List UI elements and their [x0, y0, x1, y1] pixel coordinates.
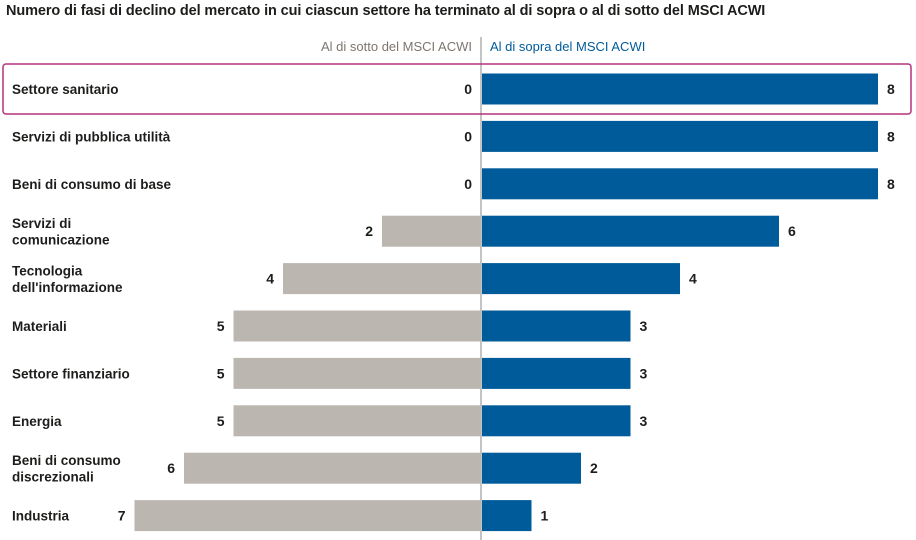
category-label: Servizi di pubblica utilità: [12, 129, 171, 144]
category-label-line2: comunicazione: [12, 232, 110, 247]
value-label-below: 0: [464, 128, 472, 144]
category-label: Beni di consumo: [12, 453, 121, 468]
category-label-line2: discrezionali: [12, 469, 94, 484]
value-label-above: 1: [541, 508, 549, 524]
chart-title: Numero di fasi di declino del mercato in…: [6, 3, 766, 19]
category-label-line2: dell'informazione: [12, 280, 123, 295]
value-label-above: 8: [887, 176, 895, 192]
bar-below: [283, 263, 481, 295]
category-label: Energia: [12, 414, 62, 429]
value-label-above: 6: [788, 223, 796, 239]
bar-below: [233, 357, 481, 389]
highlight-box: [2, 63, 912, 115]
bar-above: [482, 263, 680, 295]
category-label: Tecnologia: [12, 263, 83, 278]
category-label: Servizi di: [12, 216, 71, 231]
value-label-below: 6: [167, 460, 175, 476]
bar-above: [482, 452, 581, 484]
value-label-below: 0: [464, 176, 472, 192]
bar-above: [482, 500, 532, 532]
value-label-above: 3: [640, 413, 648, 429]
value-label-above: 8: [887, 128, 895, 144]
legend-above-label: Al di sopra del MSCI ACWI: [490, 39, 645, 54]
value-label-below: 2: [365, 223, 373, 239]
value-label-below: 5: [217, 413, 225, 429]
bar-above: [482, 310, 631, 342]
bar-above: [482, 215, 779, 247]
value-label-above: 3: [640, 365, 648, 381]
value-label-below: 4: [266, 271, 274, 287]
category-label: Materiali: [12, 319, 67, 334]
value-label-above: 8: [887, 81, 895, 97]
bar-below: [134, 500, 481, 532]
value-label-above: 4: [689, 271, 697, 287]
value-label-below: 5: [217, 318, 225, 334]
category-label: Industria: [12, 509, 69, 524]
value-label-below: 5: [217, 365, 225, 381]
legend-below-label: Al di sotto del MSCI ACWI: [321, 39, 472, 54]
bar-above: [482, 405, 631, 437]
value-label-above: 3: [640, 318, 648, 334]
value-label-below: 0: [464, 81, 472, 97]
category-label: Settore finanziario: [12, 366, 130, 381]
bar-above: [482, 357, 631, 389]
bar-above: [482, 73, 878, 105]
bar-below: [233, 310, 481, 342]
category-label: Beni di consumo di base: [12, 177, 172, 192]
bar-below: [184, 452, 481, 484]
value-label-below: 7: [118, 508, 126, 524]
bar-above: [482, 120, 878, 152]
category-label: Settore sanitario: [12, 82, 119, 97]
bar-below: [233, 405, 481, 437]
bar-above: [482, 168, 878, 200]
bar-below: [382, 215, 481, 247]
value-label-above: 2: [590, 460, 598, 476]
